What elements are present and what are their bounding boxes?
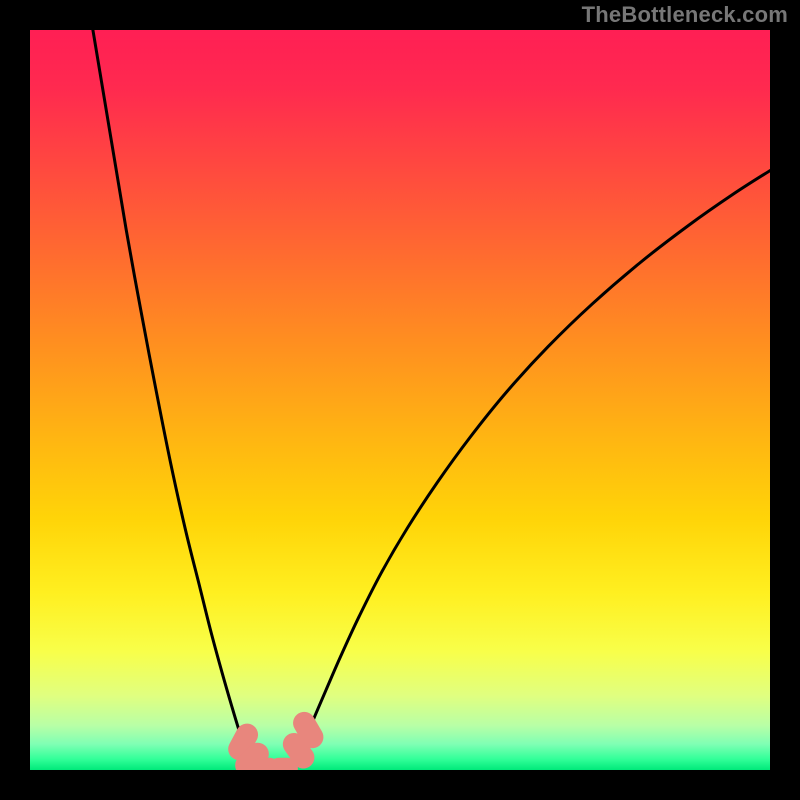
plot-gradient-bg xyxy=(30,30,770,770)
bottleneck-curve-plot xyxy=(0,0,800,800)
watermark-text: TheBottleneck.com xyxy=(582,2,788,28)
chart-container: TheBottleneck.com xyxy=(0,0,800,800)
